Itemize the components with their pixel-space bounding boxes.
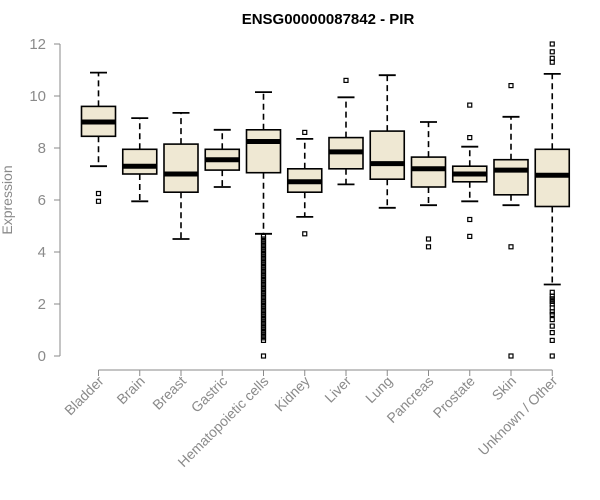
outlier-point bbox=[549, 309, 555, 315]
outlier-point bbox=[549, 311, 555, 317]
outlier-point bbox=[549, 323, 555, 329]
outlier-point bbox=[260, 317, 267, 323]
outlier-point bbox=[260, 337, 267, 343]
outlier-point bbox=[260, 265, 267, 271]
boxes-group bbox=[80, 41, 571, 359]
outlier-point bbox=[260, 259, 267, 265]
outlier-point bbox=[302, 231, 308, 237]
x-tick-label: Bladder bbox=[61, 373, 107, 419]
y-tick-label: 12 bbox=[29, 36, 46, 53]
outlier-point bbox=[425, 236, 432, 242]
chart-title: ENSG00000087842 - PIR bbox=[242, 11, 415, 28]
outlier-point bbox=[260, 270, 267, 276]
outlier-point bbox=[302, 129, 308, 135]
outlier-point bbox=[260, 291, 267, 297]
outlier-point bbox=[467, 233, 473, 239]
outlier-point bbox=[260, 314, 267, 320]
outlier-point bbox=[260, 296, 267, 302]
outlier-point bbox=[260, 246, 267, 252]
outlier-point bbox=[549, 317, 555, 323]
outlier-point bbox=[260, 272, 267, 278]
box-hematopoietic-cells bbox=[245, 91, 282, 359]
outlier-point bbox=[260, 283, 267, 289]
outlier-point bbox=[260, 236, 267, 242]
iqr-box bbox=[121, 148, 158, 175]
outlier-point bbox=[549, 49, 555, 55]
outlier-point bbox=[549, 353, 555, 359]
box-bladder bbox=[80, 71, 117, 204]
iqr-box bbox=[493, 158, 529, 196]
x-tick-label: Kidney bbox=[271, 373, 313, 415]
x-tick-label: Brain bbox=[113, 373, 147, 407]
axes: 0 2 4 6 8 10 12 bbox=[29, 36, 553, 376]
outlier-point bbox=[508, 82, 514, 89]
outlier-point bbox=[260, 252, 267, 258]
box-unknown-other bbox=[534, 41, 571, 359]
outlier-point bbox=[260, 285, 267, 291]
box-breast bbox=[163, 112, 199, 240]
outlier-point bbox=[260, 330, 267, 336]
outlier-point bbox=[260, 322, 267, 328]
outlier-point bbox=[549, 41, 555, 47]
outlier-point bbox=[260, 233, 267, 239]
outlier-point bbox=[260, 304, 267, 310]
box-brain bbox=[121, 117, 158, 203]
x-tick-label: Lung bbox=[362, 373, 395, 406]
outlier-point bbox=[260, 278, 267, 284]
y-tick-label: 8 bbox=[38, 140, 46, 157]
iqr-box bbox=[369, 130, 406, 181]
box-kidney bbox=[286, 129, 323, 237]
box-liver bbox=[328, 77, 364, 186]
outlier-point bbox=[260, 311, 267, 317]
outlier-point bbox=[467, 216, 473, 223]
iqr-box bbox=[163, 143, 199, 194]
outlier-point bbox=[260, 257, 267, 263]
y-tick-label: 0 bbox=[38, 348, 46, 365]
outlier-point bbox=[260, 353, 267, 359]
outlier-point bbox=[260, 288, 267, 294]
outlier-point bbox=[467, 102, 473, 108]
x-tick-label: Prostate bbox=[430, 373, 478, 421]
outlier-point bbox=[467, 135, 473, 141]
outlier-point bbox=[260, 327, 267, 333]
outlier-point bbox=[549, 296, 555, 302]
x-tick-label: Skin bbox=[489, 373, 520, 404]
x-tick-label: Liver bbox=[321, 373, 354, 406]
outlier-point bbox=[508, 244, 514, 250]
box-lung bbox=[369, 74, 406, 209]
y-tick-label: 4 bbox=[38, 244, 46, 261]
box-gastric bbox=[204, 128, 241, 188]
iqr-box bbox=[245, 129, 282, 174]
outlier-point bbox=[343, 77, 349, 84]
outlier-point bbox=[549, 330, 555, 336]
y-axis-label: Expression bbox=[0, 165, 15, 234]
outlier-point bbox=[95, 198, 102, 204]
outlier-point bbox=[260, 335, 267, 341]
outlier-point bbox=[425, 244, 432, 250]
x-tick-label: Breast bbox=[149, 373, 189, 413]
iqr-box bbox=[534, 148, 571, 208]
outlier-point bbox=[549, 337, 555, 343]
outlier-point bbox=[549, 59, 555, 65]
box-prostate bbox=[451, 102, 488, 239]
iqr-box bbox=[410, 156, 447, 188]
y-tick-label: 6 bbox=[38, 192, 46, 209]
outlier-point bbox=[260, 301, 267, 307]
outlier-point bbox=[95, 190, 102, 197]
outlier-point bbox=[260, 241, 267, 247]
outlier-point bbox=[260, 309, 267, 315]
outlier-point bbox=[260, 275, 267, 281]
y-tick-label: 2 bbox=[38, 296, 46, 313]
y-tick-label: 10 bbox=[29, 88, 46, 105]
outlier-point bbox=[508, 353, 514, 359]
box-pancreas bbox=[410, 121, 447, 250]
box-skin bbox=[493, 82, 529, 359]
outlier-point bbox=[549, 298, 555, 304]
outlier-point bbox=[260, 262, 267, 268]
outlier-point bbox=[260, 249, 267, 255]
outlier-point bbox=[260, 298, 267, 304]
outlier-point bbox=[260, 324, 267, 330]
